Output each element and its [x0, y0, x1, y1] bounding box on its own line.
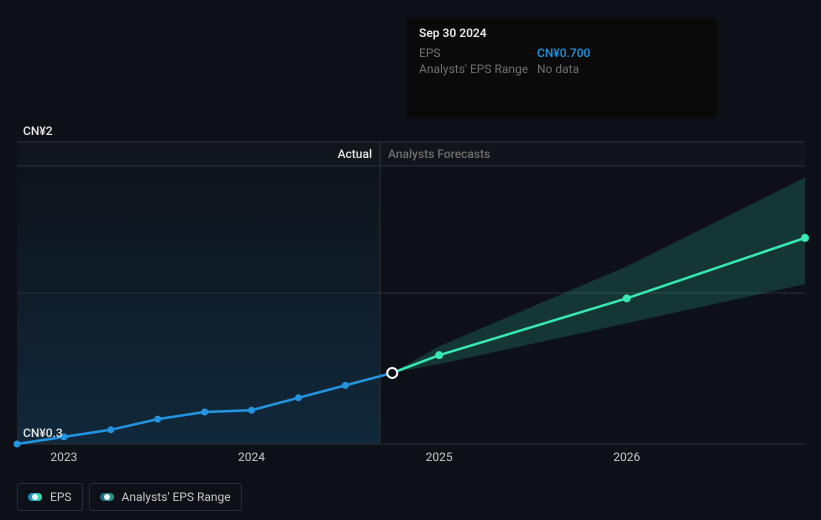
- legend: EPS Analysts' EPS Range: [17, 483, 242, 511]
- tooltip-row-value: CN¥0.700: [537, 46, 590, 60]
- legend-swatch-icon: [100, 493, 114, 501]
- region-label-actual: Actual: [338, 147, 372, 161]
- x-axis-label: 2025: [426, 450, 453, 464]
- x-axis-label: 2026: [613, 450, 640, 464]
- y-axis-label: CN¥2: [23, 124, 53, 138]
- legend-item-eps[interactable]: EPS: [17, 483, 83, 511]
- tooltip-row-label: Analysts' EPS Range: [419, 62, 537, 76]
- tooltip: Sep 30 2024 EPS CN¥0.700 Analysts' EPS R…: [407, 18, 717, 118]
- eps-chart: Sep 30 2024 EPS CN¥0.700 Analysts' EPS R…: [0, 0, 821, 520]
- legend-item-range[interactable]: Analysts' EPS Range: [89, 483, 242, 511]
- x-axis-label: 2023: [50, 450, 77, 464]
- tooltip-row-label: EPS: [419, 46, 537, 60]
- x-axis-label: 2024: [238, 450, 265, 464]
- legend-item-label: Analysts' EPS Range: [122, 490, 231, 504]
- tooltip-row: Analysts' EPS Range No data: [419, 62, 705, 76]
- tooltip-row-value: No data: [537, 62, 579, 76]
- legend-swatch-icon: [28, 493, 42, 501]
- tooltip-row: EPS CN¥0.700: [419, 46, 705, 60]
- y-axis-label: CN¥0.3: [23, 426, 63, 440]
- legend-item-label: EPS: [50, 490, 72, 504]
- tooltip-title: Sep 30 2024: [419, 26, 705, 40]
- region-label-forecast: Analysts Forecasts: [388, 147, 490, 161]
